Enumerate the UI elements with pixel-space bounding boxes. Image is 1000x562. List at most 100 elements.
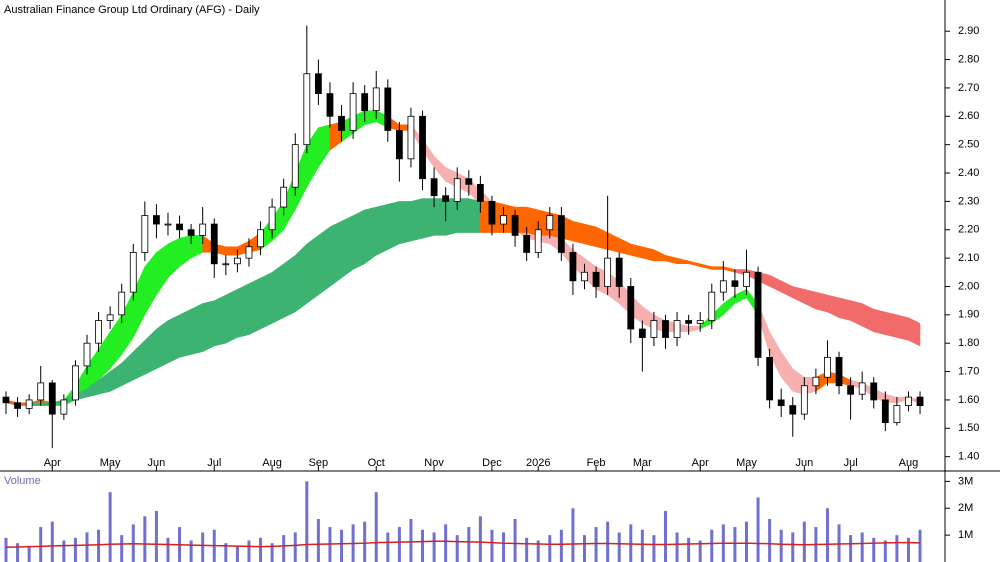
volume-bar	[571, 508, 575, 562]
volume-bar	[606, 521, 610, 562]
ribbon-segment	[572, 220, 585, 245]
ribbon-segment	[364, 206, 377, 265]
volume-bar	[397, 527, 401, 562]
x-tick-label: Dec	[482, 457, 502, 469]
candle-body	[291, 144, 299, 188]
candle-body	[812, 376, 820, 387]
candle-body	[314, 73, 322, 94]
x-tick-label: Jun	[795, 457, 813, 469]
ribbon-segment	[283, 254, 296, 319]
volume-bar	[513, 519, 517, 562]
candle-body	[847, 385, 855, 395]
ribbon-segment	[422, 198, 435, 239]
ribbon-segment	[237, 283, 250, 338]
candle-body	[905, 396, 912, 407]
ribbon-segment	[295, 243, 308, 313]
candle-body	[708, 291, 716, 321]
y-tick-label: 1.60	[958, 394, 979, 406]
candle-body	[916, 396, 924, 407]
candle-body	[581, 271, 588, 282]
volume-bar	[687, 537, 691, 562]
candle-body	[638, 328, 646, 338]
x-tick-label: Apr	[44, 457, 61, 469]
y-tick-label: 2.90	[958, 25, 979, 37]
volume-bar	[305, 481, 309, 562]
y-tick-label: 1.90	[958, 309, 979, 321]
volume-bar	[120, 535, 124, 562]
volume-bar	[293, 532, 297, 562]
candle-body	[118, 291, 126, 316]
ribbon-segment	[375, 203, 389, 256]
candle-body	[615, 257, 623, 287]
ribbon-segment	[584, 223, 597, 248]
candle-body	[893, 405, 901, 424]
volume-bar	[768, 519, 772, 562]
candle-body	[430, 178, 438, 197]
y-tick-label: 2.00	[958, 280, 979, 292]
y-tick-label: 2.10	[958, 252, 979, 264]
candle-body	[129, 252, 137, 293]
x-tick-label: Feb	[587, 457, 606, 469]
x-tick-label: Aug	[899, 457, 919, 469]
volume-bar	[895, 535, 899, 562]
volume-bar	[791, 532, 795, 562]
y-tick-label: 2.70	[958, 82, 979, 94]
volume-bar	[247, 540, 251, 562]
volume-bar	[374, 492, 378, 562]
volume-bar	[189, 540, 193, 562]
candle-body	[824, 356, 831, 378]
ribbon-segment	[190, 303, 203, 355]
y-tick-label: 2.40	[958, 167, 979, 179]
volume-bar	[883, 540, 887, 562]
candle-body	[48, 382, 56, 415]
ribbon-segment	[341, 215, 354, 279]
y-tick-label: 2.60	[958, 110, 979, 122]
candle-body	[14, 402, 21, 409]
candle-body	[222, 263, 230, 266]
ribbon-segment	[306, 234, 319, 304]
ribbon-segment	[225, 246, 238, 256]
volume-bar	[16, 543, 20, 562]
candle-body	[349, 93, 357, 131]
volume-bar	[548, 535, 552, 562]
ribbon-segment	[410, 198, 423, 242]
volume-bar	[652, 535, 656, 562]
candle-body	[153, 215, 160, 225]
volume-title: Volume	[4, 475, 41, 487]
ribbon-segment	[179, 308, 192, 358]
volume-bar	[201, 532, 205, 562]
volume-bar	[675, 532, 679, 562]
candle-body	[361, 93, 369, 112]
volume-bar	[154, 510, 158, 562]
x-tick-label: Aug	[262, 457, 282, 469]
volume-bar	[27, 545, 31, 562]
x-tick-label: Oct	[368, 457, 385, 469]
candle-body	[2, 396, 10, 404]
candle-body	[407, 115, 415, 160]
volume-bar	[39, 527, 43, 562]
volume-bar	[444, 524, 448, 562]
y-tick-label: 2.30	[958, 195, 979, 207]
volume-bar	[849, 535, 853, 562]
chart-title: Australian Finance Group Ltd Ordinary (A…	[4, 4, 260, 16]
candle-body	[164, 223, 172, 226]
x-tick-label: Mar	[633, 457, 652, 469]
candle-body	[338, 115, 345, 131]
candle-body	[777, 399, 785, 407]
volume-bar	[409, 519, 413, 562]
volume-bar	[455, 535, 459, 562]
candle-body	[604, 257, 612, 287]
candle-body	[685, 320, 693, 324]
candle-body	[511, 215, 519, 236]
candle-body	[488, 200, 496, 225]
candle-body	[442, 195, 450, 202]
volume-bar	[629, 524, 633, 562]
candle-body	[245, 246, 253, 259]
y-tick-label: 2.80	[958, 53, 979, 65]
x-tick-label: Jul	[207, 457, 221, 469]
volume-bar	[825, 508, 829, 562]
candle-body	[719, 280, 727, 293]
ribbon-segment	[711, 266, 724, 270]
volume-bar	[663, 510, 667, 562]
x-tick-label: May	[736, 457, 757, 469]
